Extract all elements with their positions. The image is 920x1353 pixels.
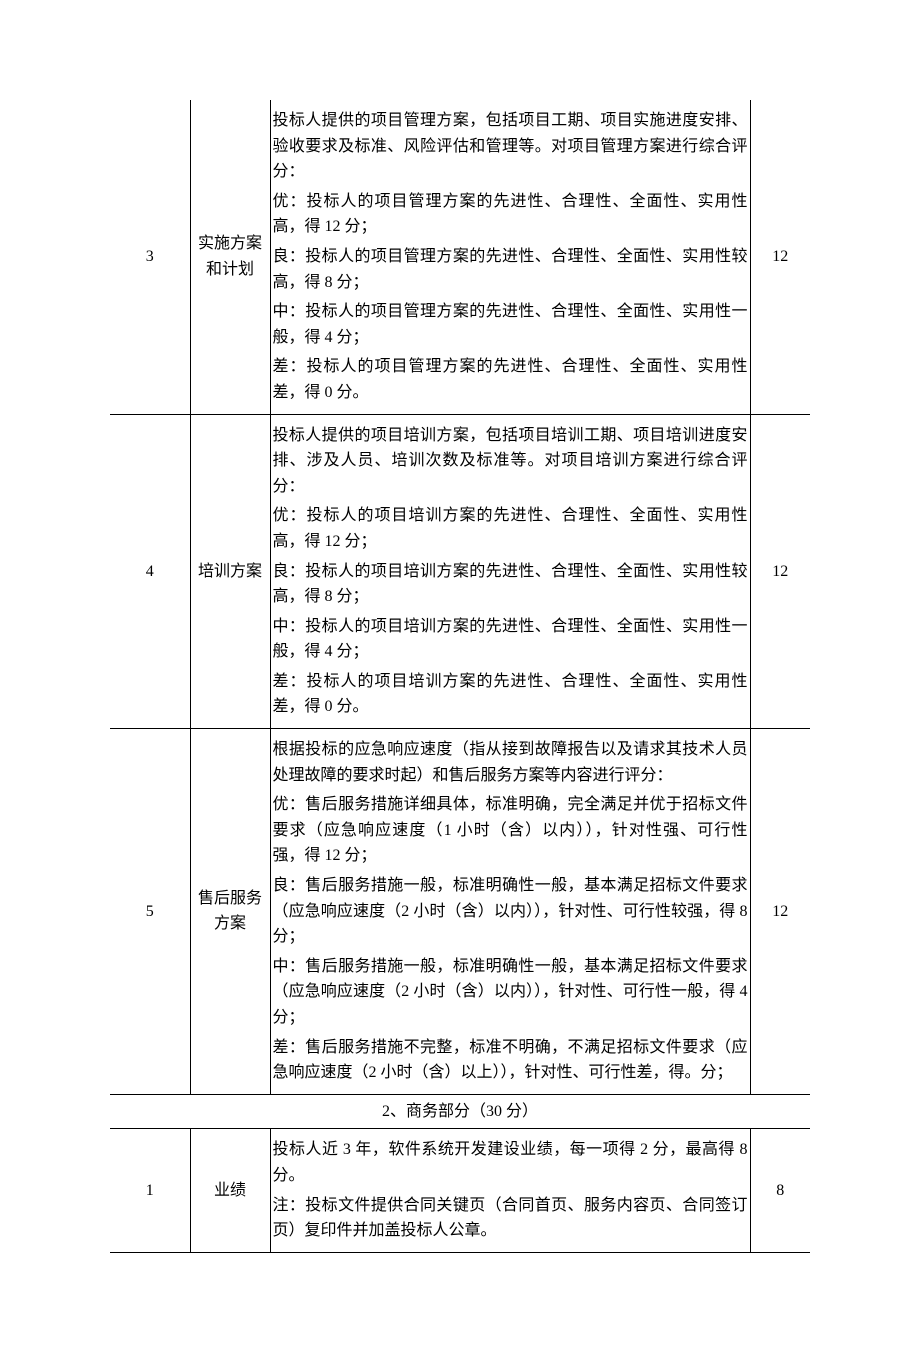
cell-score: 8 bbox=[750, 1129, 810, 1252]
cell-score: 12 bbox=[750, 414, 810, 729]
desc-line: 差：投标人的项目管理方案的先进性、合理性、全面性、实用性差，得 0 分。 bbox=[273, 354, 748, 405]
desc-line: 良：投标人的项目培训方案的先进性、合理性、全面性、实用性较高，得 8 分； bbox=[273, 559, 748, 610]
table-row: 1 业绩 投标人近 3 年，软件系统开发建设业绩，每一项得 2 分，最高得 8 … bbox=[110, 1129, 810, 1252]
cell-idx: 1 bbox=[110, 1129, 190, 1252]
cell-score: 12 bbox=[750, 729, 810, 1095]
desc-line: 中：投标人的项目管理方案的先进性、合理性、全面性、实用性一般，得 4 分； bbox=[273, 299, 748, 350]
cell-name: 培训方案 bbox=[190, 414, 270, 729]
desc-line: 中：售后服务措施一般，标准明确性一般，基本满足招标文件要求（应急响应速度（2 小… bbox=[273, 954, 748, 1031]
desc-line: 注：投标文件提供合同关键页（合同首页、服务内容页、合同签订页）复印件并加盖投标人… bbox=[273, 1193, 748, 1244]
desc-line: 优：售后服务措施详细具体，标准明确，完全满足并优于招标文件要求（应急响应速度（1… bbox=[273, 792, 748, 869]
desc-line: 优：投标人的项目培训方案的先进性、合理性、全面性、实用性高，得 12 分； bbox=[273, 503, 748, 554]
cell-name: 实施方案和计划 bbox=[190, 100, 270, 414]
cell-desc: 投标人提供的项目培训方案，包括项目培训工期、项目培训进度安排、涉及人员、培训次数… bbox=[270, 414, 750, 729]
desc-line: 投标人近 3 年，软件系统开发建设业绩，每一项得 2 分，最高得 8 分。 bbox=[273, 1137, 748, 1188]
table-row: 5 售后服务方案 根据投标的应急响应速度（指从接到故障报告以及请求其技术人员处理… bbox=[110, 729, 810, 1095]
cell-desc: 投标人提供的项目管理方案，包括项目工期、项目实施进度安排、验收要求及标准、风险评… bbox=[270, 100, 750, 414]
cell-name: 业绩 bbox=[190, 1129, 270, 1252]
cell-idx: 4 bbox=[110, 414, 190, 729]
table-row: 3 实施方案和计划 投标人提供的项目管理方案，包括项目工期、项目实施进度安排、验… bbox=[110, 100, 810, 414]
cell-name: 售后服务方案 bbox=[190, 729, 270, 1095]
desc-line: 投标人提供的项目培训方案，包括项目培训工期、项目培训进度安排、涉及人员、培训次数… bbox=[273, 423, 748, 500]
desc-line: 良：售后服务措施一般，标准明确性一般，基本满足招标文件要求（应急响应速度（2 小… bbox=[273, 873, 748, 950]
desc-line: 差：售后服务措施不完整，标准不明确，不满足招标文件要求（应急响应速度（2 小时（… bbox=[273, 1035, 748, 1086]
cell-idx: 5 bbox=[110, 729, 190, 1095]
scoring-table: 3 实施方案和计划 投标人提供的项目管理方案，包括项目工期、项目实施进度安排、验… bbox=[110, 100, 810, 1253]
desc-line: 差：投标人的项目培训方案的先进性、合理性、全面性、实用性差，得 0 分。 bbox=[273, 669, 748, 720]
desc-line: 投标人提供的项目管理方案，包括项目工期、项目实施进度安排、验收要求及标准、风险评… bbox=[273, 108, 748, 185]
table-section-header: 2、商务部分（30 分） bbox=[110, 1094, 810, 1129]
cell-desc: 根据投标的应急响应速度（指从接到故障报告以及请求其技术人员处理故障的要求时起）和… bbox=[270, 729, 750, 1095]
table-row: 4 培训方案 投标人提供的项目培训方案，包括项目培训工期、项目培训进度安排、涉及… bbox=[110, 414, 810, 729]
desc-line: 良：投标人的项目管理方案的先进性、合理性、全面性、实用性较高，得 8 分； bbox=[273, 244, 748, 295]
desc-line: 中：投标人的项目培训方案的先进性、合理性、全面性、实用性一般，得 4 分； bbox=[273, 614, 748, 665]
desc-line: 优：投标人的项目管理方案的先进性、合理性、全面性、实用性高，得 12 分； bbox=[273, 189, 748, 240]
cell-score: 12 bbox=[750, 100, 810, 414]
cell-idx: 3 bbox=[110, 100, 190, 414]
section-header-cell: 2、商务部分（30 分） bbox=[110, 1094, 810, 1129]
desc-line: 根据投标的应急响应速度（指从接到故障报告以及请求其技术人员处理故障的要求时起）和… bbox=[273, 737, 748, 788]
table-body: 3 实施方案和计划 投标人提供的项目管理方案，包括项目工期、项目实施进度安排、验… bbox=[110, 100, 810, 1252]
cell-desc: 投标人近 3 年，软件系统开发建设业绩，每一项得 2 分，最高得 8 分。 注：… bbox=[270, 1129, 750, 1252]
